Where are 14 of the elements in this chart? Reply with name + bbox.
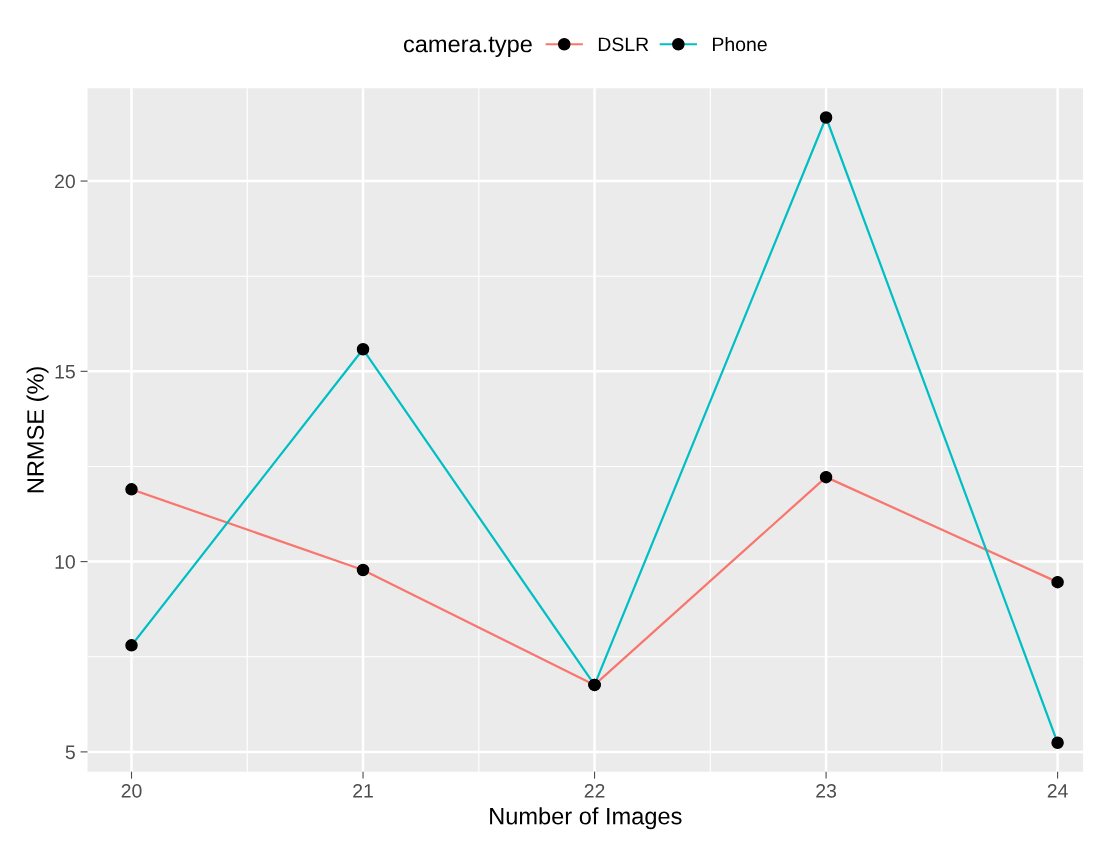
y-tick-label: 15 xyxy=(55,365,75,379)
x-tick-label: 21 xyxy=(353,784,373,798)
x-axis-title: Number of Images xyxy=(490,807,682,830)
y-tick-label: 10 xyxy=(55,555,75,569)
legend-label: Phone xyxy=(713,36,767,52)
y-tick-label: 20 xyxy=(55,174,75,189)
y-axis-title: NRMSE (%) xyxy=(26,367,49,493)
x-tick-label: 22 xyxy=(584,784,605,798)
legend-title: camera.type xyxy=(403,36,532,58)
x-tick-label: 20 xyxy=(121,784,142,798)
y-tick-label: 5 xyxy=(65,745,75,760)
x-tick-label: 23 xyxy=(816,784,837,798)
legend-label: DSLR xyxy=(598,37,649,52)
x-tick-label: 24 xyxy=(1047,784,1068,798)
